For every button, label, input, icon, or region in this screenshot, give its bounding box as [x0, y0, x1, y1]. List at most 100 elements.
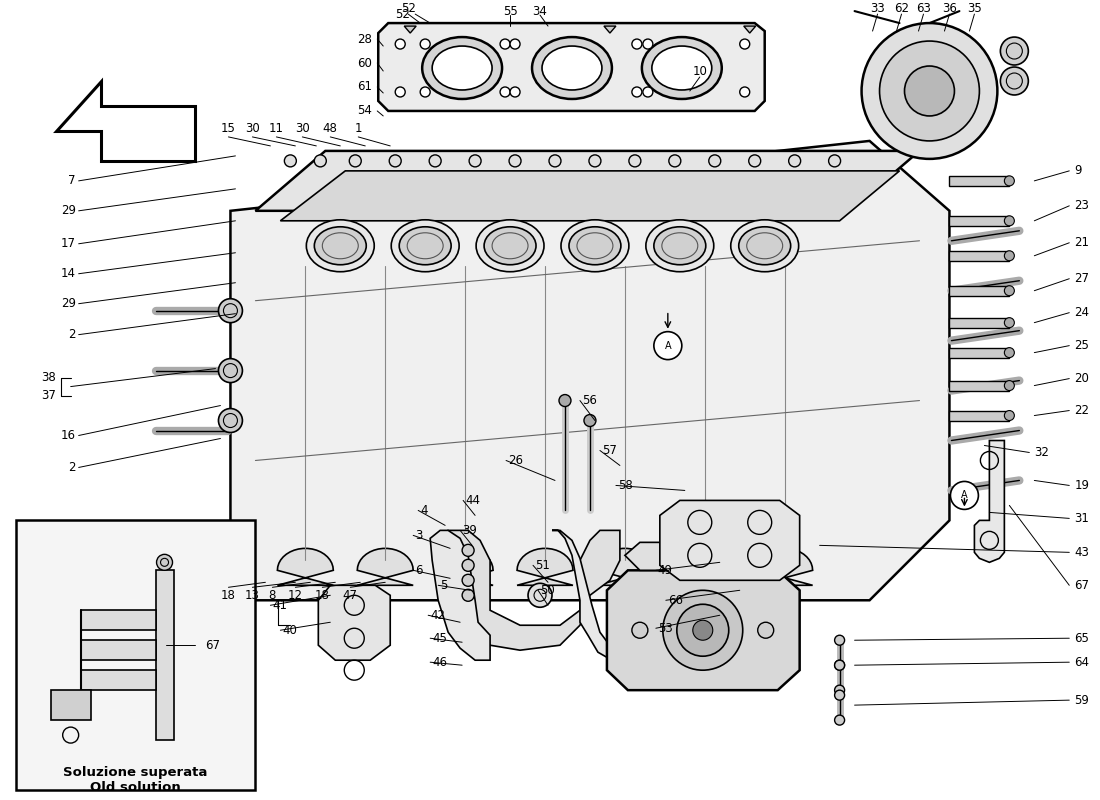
Text: 55: 55 — [503, 5, 517, 18]
Circle shape — [500, 39, 510, 49]
Ellipse shape — [432, 46, 492, 90]
Polygon shape — [378, 23, 764, 111]
Text: 52: 52 — [395, 7, 410, 21]
Bar — [155, 570, 174, 740]
Circle shape — [828, 155, 840, 167]
Circle shape — [285, 155, 296, 167]
Circle shape — [509, 155, 521, 167]
Text: 67: 67 — [1075, 578, 1089, 592]
Circle shape — [469, 155, 481, 167]
Text: 17: 17 — [60, 238, 76, 250]
Circle shape — [462, 544, 474, 556]
Circle shape — [789, 155, 801, 167]
Ellipse shape — [652, 46, 712, 90]
Text: la passione per ferrari: la passione per ferrari — [262, 328, 598, 474]
Circle shape — [1004, 286, 1014, 296]
Polygon shape — [358, 549, 414, 586]
Circle shape — [528, 583, 552, 607]
Bar — [949, 348, 1010, 358]
Circle shape — [669, 155, 681, 167]
Text: 16: 16 — [60, 429, 76, 442]
Text: 5: 5 — [440, 578, 448, 592]
Circle shape — [500, 87, 510, 97]
Text: 21: 21 — [1075, 236, 1089, 250]
Text: 1: 1 — [354, 122, 362, 135]
Text: 31: 31 — [1075, 512, 1089, 525]
Text: 28: 28 — [358, 33, 372, 46]
Text: 45: 45 — [432, 632, 447, 645]
Text: 63: 63 — [916, 2, 931, 14]
Circle shape — [950, 482, 978, 510]
Circle shape — [676, 604, 729, 656]
Text: 9: 9 — [1075, 164, 1081, 178]
Circle shape — [629, 155, 641, 167]
Text: 35: 35 — [967, 2, 982, 14]
Polygon shape — [676, 549, 733, 586]
Polygon shape — [318, 586, 390, 660]
Text: 13: 13 — [245, 589, 260, 602]
Bar — [80, 640, 155, 660]
Circle shape — [835, 660, 845, 670]
Text: 26: 26 — [508, 454, 524, 467]
Text: 65: 65 — [1075, 632, 1089, 645]
Ellipse shape — [646, 220, 714, 272]
Text: 2: 2 — [68, 328, 76, 341]
Polygon shape — [604, 26, 616, 33]
Circle shape — [462, 574, 474, 586]
Text: 8: 8 — [268, 589, 276, 602]
Text: 37: 37 — [41, 389, 56, 402]
Polygon shape — [552, 530, 625, 660]
Text: 57: 57 — [602, 444, 617, 457]
Text: 36: 36 — [942, 2, 957, 14]
Text: 11: 11 — [268, 122, 284, 135]
Text: 7: 7 — [68, 174, 76, 187]
Text: 62: 62 — [894, 2, 909, 14]
Text: 14: 14 — [60, 267, 76, 280]
Polygon shape — [404, 26, 416, 33]
Bar — [51, 690, 90, 720]
Ellipse shape — [739, 226, 791, 265]
Text: 18: 18 — [315, 589, 330, 602]
Polygon shape — [517, 549, 573, 586]
Circle shape — [1004, 250, 1014, 261]
Bar — [949, 250, 1010, 261]
Bar — [949, 381, 1010, 390]
Text: 44: 44 — [465, 494, 480, 507]
Polygon shape — [277, 549, 333, 586]
Bar — [949, 286, 1010, 296]
Text: 27: 27 — [1075, 272, 1089, 286]
Circle shape — [1000, 37, 1028, 65]
Circle shape — [420, 39, 430, 49]
Circle shape — [549, 155, 561, 167]
Text: 30: 30 — [295, 122, 310, 135]
Polygon shape — [280, 171, 900, 221]
Text: 47: 47 — [343, 589, 358, 602]
Text: 32: 32 — [1034, 446, 1049, 459]
Text: 2005: 2005 — [673, 423, 886, 498]
Circle shape — [835, 660, 845, 670]
Circle shape — [642, 39, 653, 49]
Circle shape — [1004, 318, 1014, 328]
Circle shape — [389, 155, 402, 167]
Text: 4: 4 — [420, 504, 428, 517]
Circle shape — [1004, 176, 1014, 186]
Circle shape — [739, 87, 750, 97]
Polygon shape — [437, 549, 493, 586]
Text: 19: 19 — [1075, 479, 1089, 492]
Ellipse shape — [484, 226, 536, 265]
Ellipse shape — [542, 46, 602, 90]
Polygon shape — [607, 570, 800, 690]
Polygon shape — [448, 530, 620, 650]
Circle shape — [653, 332, 682, 360]
Circle shape — [835, 690, 845, 700]
Circle shape — [1000, 67, 1028, 95]
Polygon shape — [625, 542, 780, 570]
Text: 54: 54 — [358, 105, 372, 118]
Ellipse shape — [569, 226, 620, 265]
Circle shape — [219, 358, 242, 382]
Circle shape — [350, 155, 361, 167]
Text: 43: 43 — [1075, 546, 1089, 559]
Text: 59: 59 — [1075, 694, 1089, 706]
Polygon shape — [975, 441, 1004, 562]
Text: 12: 12 — [288, 589, 302, 602]
